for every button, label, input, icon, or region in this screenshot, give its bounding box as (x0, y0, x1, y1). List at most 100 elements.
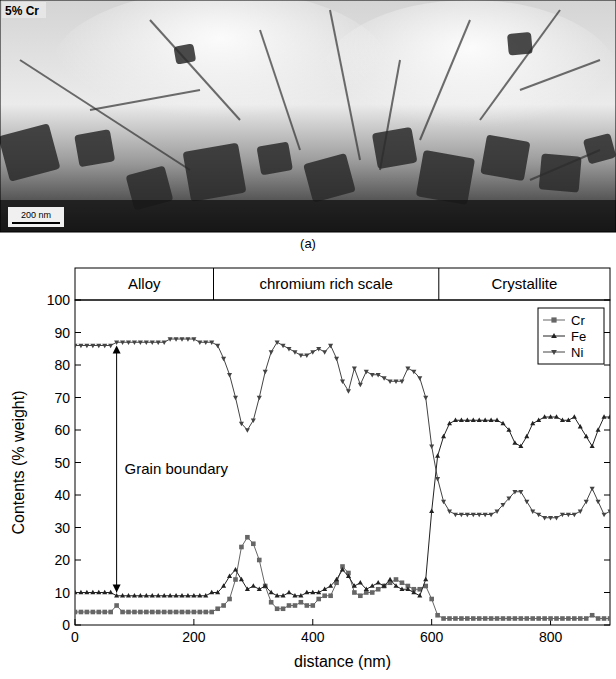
series-marker (239, 577, 244, 582)
micrograph-needle (150, 20, 240, 120)
series-marker (203, 340, 208, 345)
x-tick (431, 619, 432, 625)
series-marker (560, 513, 565, 518)
series-marker (393, 583, 398, 588)
series-marker (120, 610, 125, 615)
series-marker (346, 389, 351, 394)
series-marker (192, 610, 197, 615)
series-marker (554, 516, 559, 521)
series-marker (138, 340, 143, 345)
micrograph-crystal (303, 153, 356, 203)
micrograph-substrate (0, 200, 616, 232)
y-tick-label: 80 (54, 357, 70, 373)
legend-marker (551, 317, 556, 322)
series-marker (203, 610, 208, 615)
series-marker (197, 340, 202, 345)
series-marker (132, 610, 137, 615)
series-marker (578, 424, 583, 429)
series-marker (75, 344, 78, 349)
series-marker (548, 414, 553, 419)
series-marker (180, 610, 185, 615)
series-marker (328, 344, 333, 349)
series-marker (84, 590, 89, 595)
series-marker (221, 357, 226, 362)
series-marker (483, 513, 488, 518)
series-marker (578, 616, 583, 621)
y-tick (604, 300, 610, 301)
micrograph-frame (0, 0, 616, 232)
x-tick-label: 0 (71, 629, 79, 645)
series-marker (554, 414, 559, 419)
y-tick-label: 0 (62, 617, 70, 633)
series-marker (186, 610, 191, 615)
series-marker (530, 616, 535, 621)
series-marker (590, 487, 595, 492)
series-marker (310, 350, 315, 355)
series-marker (269, 590, 274, 595)
series-marker (536, 417, 541, 422)
series-marker (102, 590, 107, 595)
series-marker (364, 586, 369, 591)
series-marker (453, 616, 458, 621)
series-marker (203, 593, 208, 598)
series-marker (590, 613, 595, 618)
y-axis-title: Contents (% weight) (10, 390, 27, 534)
x-tick-label: 600 (420, 629, 444, 645)
micrograph-needle (90, 90, 200, 110)
region-band (75, 268, 610, 300)
series-marker (174, 593, 179, 598)
figure: 5% Cr200 nm(a)Alloychromium rich scaleCr… (0, 0, 616, 679)
series-marker (162, 610, 167, 615)
series-marker (584, 434, 589, 439)
y-tick-label: 20 (54, 552, 70, 568)
series-marker (305, 603, 310, 608)
series-marker (459, 616, 464, 621)
series-marker (346, 573, 351, 578)
annotation-arrowhead (113, 346, 121, 354)
series-marker (376, 373, 381, 378)
series-marker (512, 490, 517, 495)
series-marker (590, 443, 595, 448)
series-marker (500, 421, 505, 426)
series-marker (281, 593, 286, 598)
series-marker (477, 616, 482, 621)
series-marker (358, 383, 363, 388)
region-divider (213, 268, 214, 300)
series-marker (596, 427, 601, 432)
series-marker (584, 500, 589, 505)
series-marker (399, 586, 404, 591)
series-marker (96, 590, 101, 595)
series-marker (174, 610, 179, 615)
series-marker (191, 593, 196, 598)
micrograph-needle (520, 60, 600, 90)
series-marker (322, 593, 327, 598)
x-tick-label: 400 (301, 629, 325, 645)
series-marker (489, 417, 494, 422)
y-tick (604, 592, 610, 593)
series-marker (423, 577, 428, 582)
micrograph-crystal (507, 32, 533, 56)
annotation-label: Grain boundary (125, 460, 229, 477)
series-marker (501, 616, 506, 621)
series-marker (405, 586, 410, 591)
y-tick (75, 332, 81, 333)
series-marker (215, 606, 220, 611)
series-marker (96, 344, 101, 349)
micrograph-needle (420, 20, 470, 140)
series-marker (162, 593, 167, 598)
series-marker (275, 340, 280, 345)
series-marker (114, 603, 119, 608)
series-marker (132, 593, 137, 598)
series-marker (518, 490, 523, 495)
x-tick (193, 619, 194, 625)
series-marker (245, 428, 250, 433)
y-tick (604, 527, 610, 528)
series-marker (108, 344, 113, 349)
x-tick-label: 200 (182, 629, 206, 645)
series-marker (602, 616, 607, 621)
series-marker (388, 577, 393, 582)
y-tick-label: 30 (54, 520, 70, 536)
series-marker (483, 417, 488, 422)
series-marker (584, 616, 589, 621)
y-tick (75, 300, 81, 301)
